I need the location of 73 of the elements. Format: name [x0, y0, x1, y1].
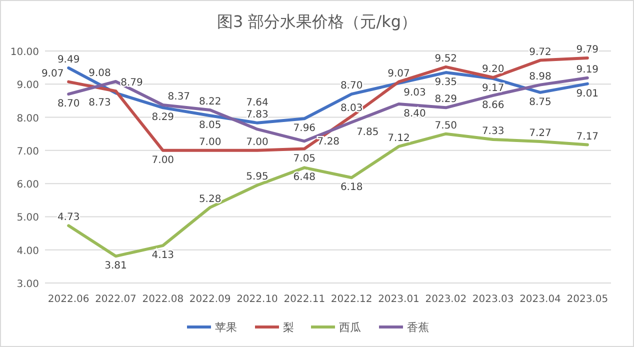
- data-label: 7.28: [317, 136, 340, 148]
- data-label: 9.20: [482, 64, 504, 76]
- data-label: 7.33: [482, 126, 504, 137]
- data-label: 8.66: [482, 100, 504, 111]
- data-label: 9.52: [434, 53, 458, 64]
- data-label: 5.95: [246, 172, 268, 183]
- data-label: 3.81: [104, 260, 127, 272]
- data-label: 5.28: [198, 194, 222, 205]
- data-label: 7.83: [246, 109, 268, 120]
- legend-label: 西瓜: [339, 321, 361, 334]
- data-label: 4.73: [57, 212, 80, 224]
- x-tick-label: 2023.03: [472, 294, 514, 305]
- data-label: 8.05: [198, 120, 222, 132]
- x-tick-label: 2022.08: [142, 294, 184, 305]
- data-label: 7.50: [434, 120, 458, 132]
- y-tick-label: 3.00: [16, 279, 39, 290]
- data-label: 8.37: [168, 92, 190, 103]
- data-label: 8.29: [152, 112, 174, 124]
- data-label: 7.00: [152, 154, 174, 166]
- x-tick-label: 2022.09: [189, 294, 231, 305]
- data-label: 9.17: [482, 83, 504, 94]
- data-label: 9.07: [41, 68, 64, 80]
- y-tick-label: 10.00: [10, 47, 39, 58]
- y-tick-label: 9.00: [16, 80, 39, 92]
- x-tick-label: 2022.10: [236, 294, 278, 305]
- data-label: 9.35: [434, 77, 458, 88]
- data-label: 6.18: [340, 182, 363, 194]
- y-tick-label: 5.00: [16, 212, 39, 224]
- data-label: 8.22: [198, 96, 222, 108]
- data-label: 6.48: [293, 172, 316, 184]
- data-label: 7.00: [246, 136, 268, 148]
- data-label: 9.49: [57, 54, 80, 66]
- chart-title: 图3 部分水果价格（元/kg）: [216, 12, 418, 31]
- data-label: 9.19: [576, 64, 599, 76]
- data-label: 7.96: [293, 123, 316, 134]
- data-label: 8.29: [434, 94, 458, 106]
- data-label: 8.70: [340, 80, 363, 92]
- data-label: 8.75: [529, 96, 552, 108]
- data-label: 9.72: [529, 46, 552, 58]
- x-tick-label: 2023.04: [520, 294, 561, 305]
- x-tick-label: 2023.05: [566, 294, 608, 305]
- y-tick-label: 4.00: [16, 246, 39, 257]
- data-label: 9.03: [404, 88, 426, 99]
- data-label: 8.70: [57, 98, 80, 110]
- data-label: 9.08: [88, 68, 111, 79]
- data-label: 9.79: [576, 44, 599, 56]
- y-tick-label: 8.00: [16, 113, 39, 124]
- data-label: 8.98: [529, 71, 552, 82]
- data-label: 7.12: [388, 132, 410, 144]
- x-tick-label: 2022.11: [284, 294, 326, 305]
- data-label: 8.03: [340, 102, 363, 114]
- x-tick-label: 2022.12: [330, 294, 372, 305]
- legend-label: 苹果: [215, 321, 237, 334]
- data-label: 7.85: [356, 126, 379, 138]
- x-tick-label: 2022.07: [95, 294, 136, 305]
- data-label: 4.13: [152, 250, 174, 262]
- data-label: 8.79: [120, 78, 143, 89]
- data-label: 7.64: [246, 98, 268, 109]
- data-label: 8.40: [404, 108, 426, 120]
- data-label: 7.27: [529, 128, 552, 139]
- x-tick-label: 2023.02: [425, 294, 467, 305]
- data-label: 8.73: [88, 98, 111, 109]
- legend-label: 梨: [283, 321, 294, 334]
- x-tick-label: 2022.06: [48, 294, 90, 305]
- x-tick-label: 2023.01: [378, 294, 420, 305]
- legend-label: 香蕉: [407, 321, 429, 334]
- y-tick-label: 7.00: [16, 146, 39, 158]
- data-label: 7.17: [576, 131, 599, 142]
- data-label: 7.00: [198, 136, 222, 148]
- data-label: 7.05: [293, 153, 316, 164]
- data-label: 9.07: [388, 68, 410, 80]
- data-label: 9.01: [576, 88, 599, 100]
- y-tick-label: 6.00: [16, 180, 39, 191]
